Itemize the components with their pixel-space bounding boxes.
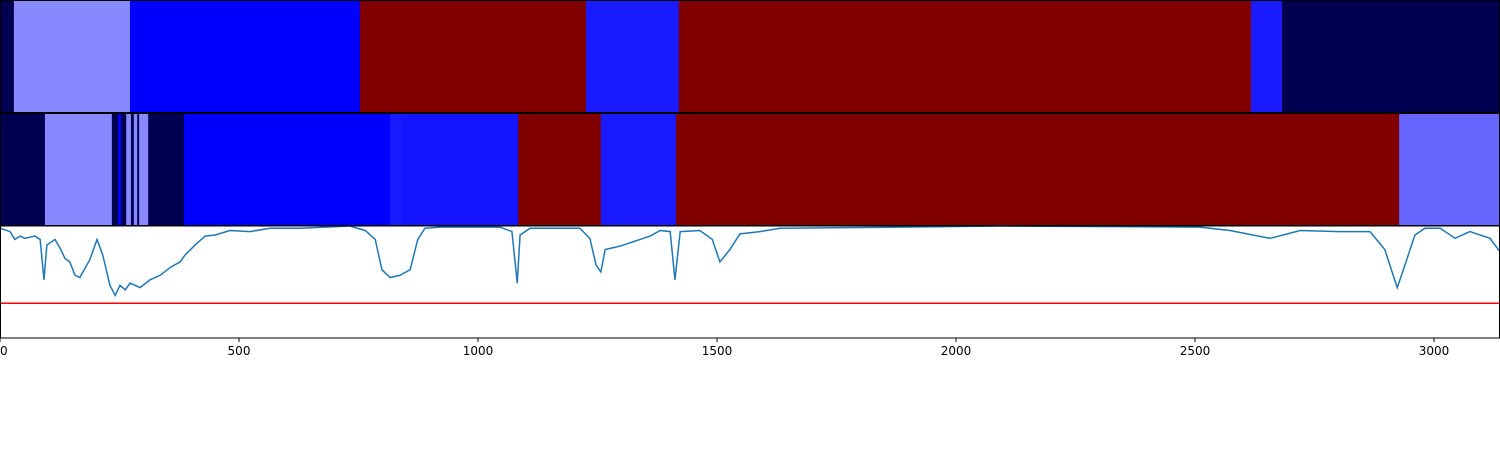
- segment: [133, 114, 138, 225]
- segment: [1250, 1, 1283, 112]
- x-tick-label: 3000: [1419, 344, 1450, 358]
- x-tick-label: 0: [0, 344, 8, 358]
- segment: [518, 114, 602, 225]
- segment: [0, 114, 46, 225]
- segment: [126, 114, 132, 225]
- segment: [184, 114, 391, 225]
- segment: [359, 1, 587, 112]
- x-tick-label: 2500: [1180, 344, 1211, 358]
- segment: [44, 114, 113, 225]
- x-tick-label: 1500: [702, 344, 733, 358]
- x-tick-label: 1000: [463, 344, 494, 358]
- x-tick-label: 500: [228, 344, 251, 358]
- segment: [586, 1, 680, 112]
- segment: [118, 114, 122, 225]
- segment: [678, 1, 1252, 112]
- panel-frame: [0, 225, 1500, 339]
- segment: [137, 114, 140, 225]
- segment: [139, 114, 149, 225]
- segment: [111, 114, 119, 225]
- segment: [675, 114, 1400, 225]
- segment: [130, 1, 361, 112]
- segment: [390, 114, 402, 225]
- x-tick-label: 2000: [941, 344, 972, 358]
- segment: [600, 114, 677, 225]
- segment: [130, 114, 135, 225]
- series-line: [0, 225, 1500, 298]
- segment: [1282, 1, 1500, 112]
- segment: [1399, 114, 1500, 225]
- segment: [0, 1, 15, 112]
- segment: [13, 1, 131, 112]
- segment: [120, 114, 127, 225]
- segment: [148, 114, 185, 225]
- segment: [401, 114, 519, 225]
